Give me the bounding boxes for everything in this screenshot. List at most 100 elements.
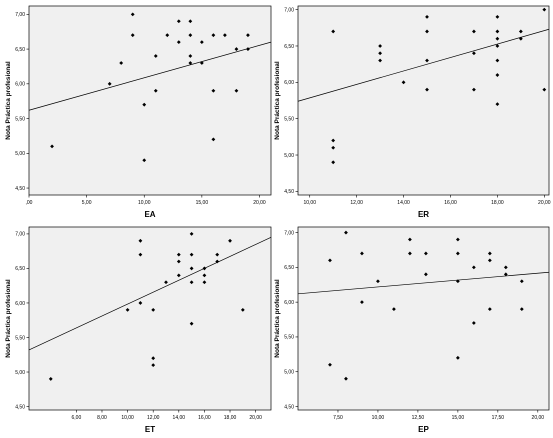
data-point (176, 19, 181, 24)
plot-area (28, 5, 272, 196)
data-point (495, 58, 500, 63)
data-point (142, 158, 147, 163)
y-tick-label: 5,00 (284, 370, 294, 376)
x-tick-label: 15,00 (452, 415, 465, 421)
y-tick-label: 6,00 (284, 300, 294, 306)
x-tick-label: 15,00 (196, 200, 209, 206)
data-point (328, 362, 332, 367)
data-point (360, 300, 364, 305)
y-tick-label: 5,50 (284, 116, 294, 122)
y-tick-label: 6,00 (284, 80, 294, 86)
data-point (455, 237, 460, 242)
data-point (188, 61, 193, 65)
plot-area (297, 5, 550, 196)
y-tick-label: 5,50 (15, 335, 25, 341)
data-point (542, 7, 547, 12)
data-point (519, 307, 524, 312)
data-point (138, 301, 143, 305)
data-point (164, 280, 168, 285)
x-tick-label: 16,00 (198, 415, 211, 421)
data-point (165, 33, 170, 38)
data-point (328, 258, 332, 263)
data-point (331, 29, 336, 34)
chart-panel-et: 6,00 8,00 10,00 12,00 14,00 16,00 18,00 20,00 4,… (5, 226, 272, 434)
y-tick-label: 5,00 (284, 153, 294, 159)
y-axis-label: Nota Práctica profesional (274, 61, 281, 140)
data-point (138, 252, 143, 257)
chart-panel-ea: ,00 5,00 10,00 15,00 20,00 4,50 5,00 5,50 6,00 6,… (5, 5, 272, 219)
data-point (189, 266, 194, 271)
data-point (142, 102, 147, 107)
x-tick-label: 12,50 (412, 415, 425, 421)
y-tick-label: 6,00 (15, 82, 25, 88)
data-point (246, 47, 250, 51)
data-point (487, 258, 492, 263)
data-point (455, 279, 460, 284)
y-tick-label: 6,50 (284, 265, 294, 271)
data-point (153, 88, 158, 93)
data-point (211, 137, 216, 142)
data-point (223, 33, 227, 38)
data-point (246, 33, 250, 38)
x-axis-label: EA (144, 210, 155, 219)
x-tick-label: 12,00 (350, 200, 363, 206)
data-point (189, 232, 194, 236)
x-tick-label: 8,00 (97, 415, 107, 421)
data-point (376, 279, 380, 284)
data-point (188, 33, 193, 38)
x-tick-label: 20,00 (532, 415, 545, 421)
data-point (130, 33, 135, 38)
data-point (211, 88, 216, 93)
data-point (176, 259, 181, 264)
x-tick-label: 20,00 (538, 200, 551, 206)
data-point (503, 265, 508, 270)
data-point (189, 321, 194, 326)
y-tick-label: 5,50 (15, 116, 25, 122)
x-tick-label: 12,00 (147, 415, 160, 421)
chart-panel-er: 10,00 12,00 14,00 16,00 18,00 20,00 4,50 5,00 5,… (274, 5, 551, 219)
y-tick-label: 7,00 (15, 12, 25, 18)
data-point (228, 238, 232, 243)
fit-line (297, 28, 550, 102)
fit-line (297, 271, 550, 295)
x-tick-label: 10,00 (138, 200, 151, 206)
x-tick-label: ,00 (26, 200, 33, 206)
data-point (151, 307, 156, 312)
x-tick-label: 5,00 (82, 200, 92, 206)
x-tick-label: 20,00 (253, 200, 266, 206)
x-tick-label: 7,50 (333, 415, 343, 421)
data-point (240, 307, 245, 312)
y-tick-label: 6,50 (15, 47, 25, 53)
y-axis-label: Nota Práctica profesional (5, 279, 12, 358)
data-point (425, 15, 429, 19)
data-point (151, 363, 156, 368)
x-tick-label: 6,00 (72, 415, 82, 421)
data-point (495, 29, 500, 34)
data-point (176, 273, 181, 278)
data-point (423, 251, 428, 256)
data-point (48, 377, 53, 381)
data-point (472, 87, 476, 92)
data-point (471, 321, 476, 325)
data-point (176, 40, 181, 45)
x-tick-label: 14,00 (397, 200, 410, 206)
y-tick-label: 7,00 (15, 232, 25, 238)
data-point (472, 29, 476, 34)
x-axis-label: EP (418, 425, 429, 434)
y-tick-label: 6,50 (15, 266, 25, 272)
data-point (202, 266, 207, 271)
data-point (495, 36, 500, 41)
data-point (344, 230, 348, 235)
data-point (215, 259, 220, 264)
fit-line (28, 41, 272, 111)
fit-line (28, 237, 272, 351)
data-point (331, 160, 336, 165)
y-tick-label: 6,50 (284, 44, 294, 50)
data-point (107, 81, 112, 86)
data-point (487, 307, 492, 312)
x-tick-label: 14,00 (173, 415, 186, 421)
data-point (455, 251, 460, 256)
x-axis-label: ET (145, 425, 155, 434)
data-point (455, 355, 460, 360)
